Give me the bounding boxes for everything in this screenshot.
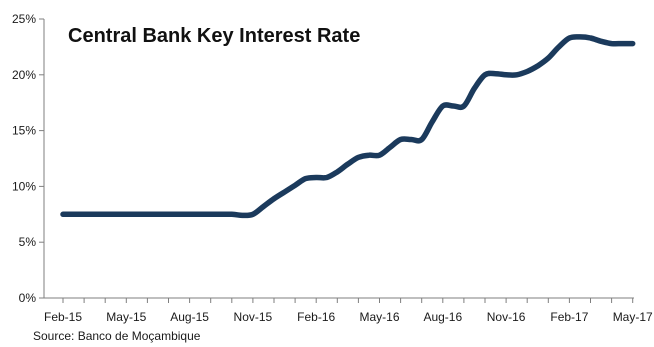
chart-axes <box>43 19 634 299</box>
rate-series-line <box>60 34 636 219</box>
x-tick-label: Aug-16 <box>423 310 462 324</box>
x-tick-label: Feb-15 <box>44 310 82 324</box>
x-tick-label: Nov-16 <box>487 310 526 324</box>
y-tick-label: 20% <box>12 68 36 82</box>
x-tick-label: Aug-15 <box>170 310 209 324</box>
x-tick-label: May-16 <box>359 310 399 324</box>
y-tick-label: 25% <box>12 12 36 26</box>
chart-title: Central Bank Key Interest Rate <box>68 25 360 47</box>
y-tick-label: 15% <box>12 124 36 138</box>
source-note: Source: Banco de Moçambique <box>33 329 201 343</box>
y-tick-label: 0% <box>19 291 37 305</box>
x-tick-label: Nov-15 <box>234 310 273 324</box>
x-tick-label: Feb-16 <box>297 310 335 324</box>
x-tick-label: Feb-17 <box>550 310 588 324</box>
x-tick-label: May-17 <box>613 310 653 324</box>
y-tick-group: 0% 5% 10% 15% 20% 25% <box>12 12 44 305</box>
y-tick-label: 5% <box>19 235 37 249</box>
x-tick-label: May-15 <box>106 310 146 324</box>
x-tick-group: Feb-15 May-15 Aug-15 Nov-15 Feb-16 May-16 Aug-… <box>44 298 653 324</box>
y-tick-label: 10% <box>12 179 36 193</box>
